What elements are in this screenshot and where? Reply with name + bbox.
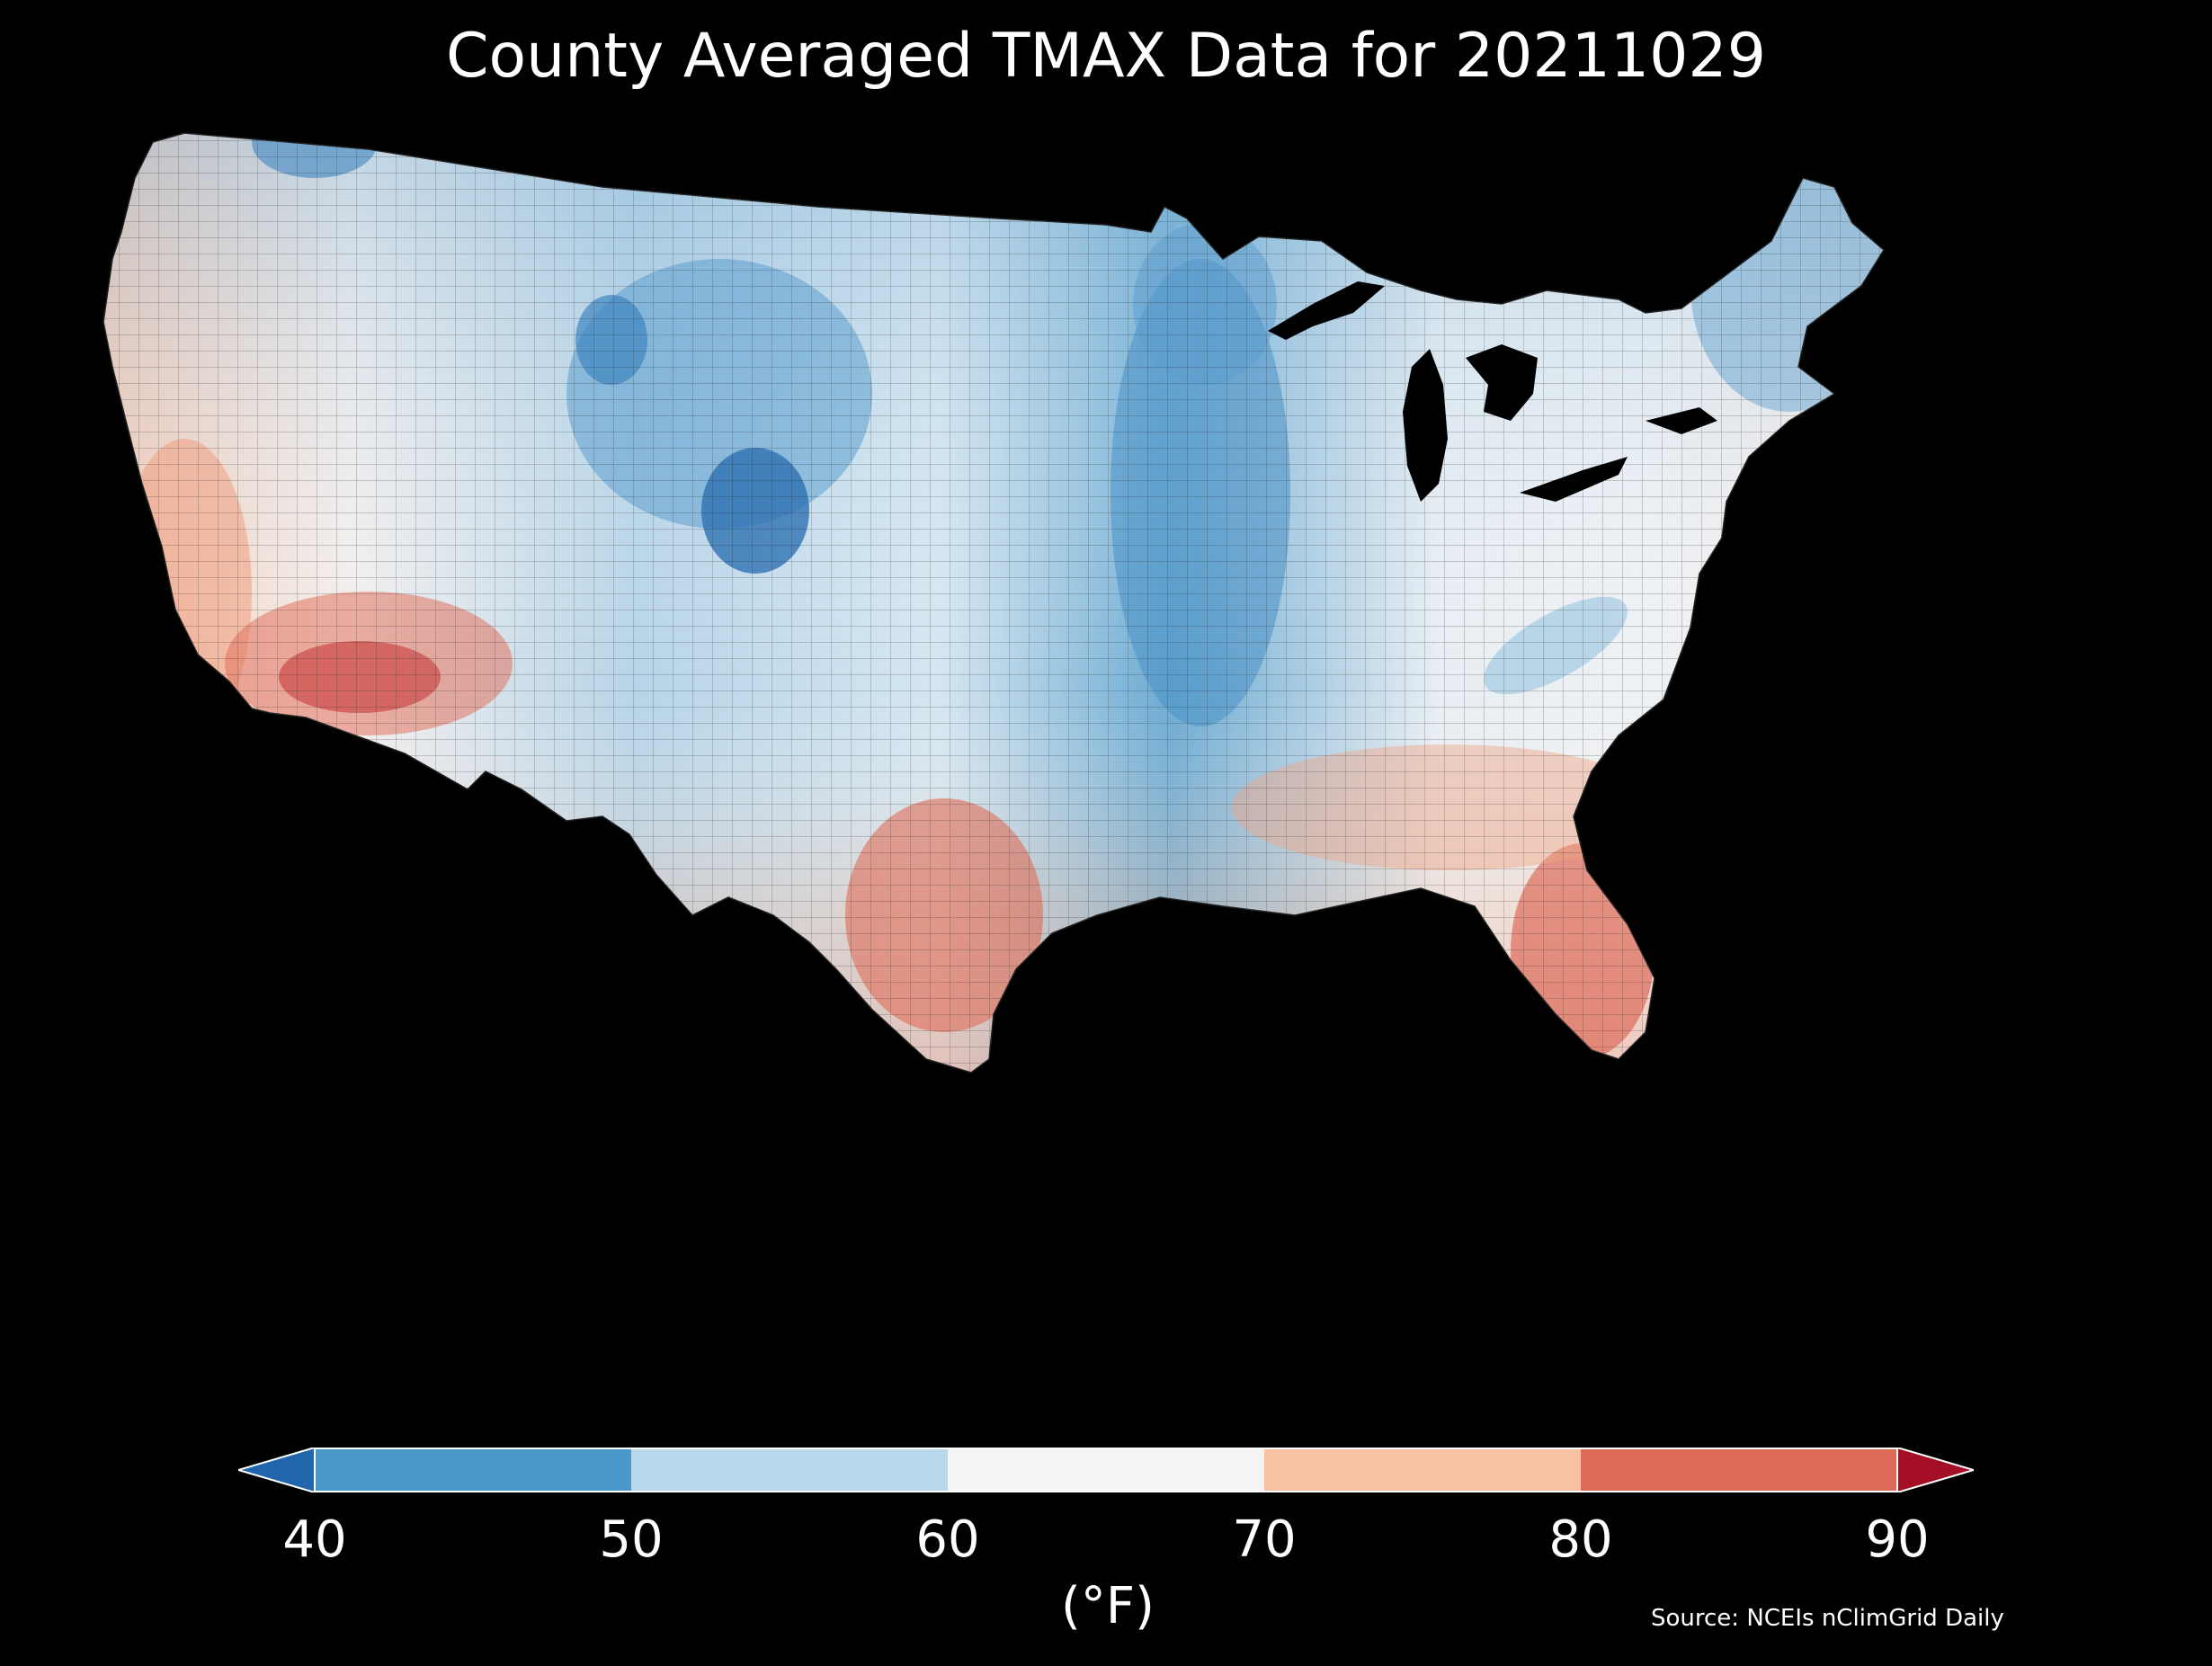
colorbar-unit-label: (°F) bbox=[1061, 1577, 1155, 1635]
colorbar-svg bbox=[238, 1448, 1974, 1492]
colorbar bbox=[238, 1448, 1974, 1492]
us-outline bbox=[103, 132, 1885, 1074]
lake-huron bbox=[1466, 344, 1538, 421]
us-map-svg bbox=[103, 132, 1885, 1074]
colorbar-bin bbox=[1264, 1448, 1581, 1492]
colorbar-tick-label: 90 bbox=[1865, 1510, 1930, 1569]
colorbar-tick-label: 40 bbox=[282, 1510, 347, 1569]
colorbar-bin bbox=[631, 1448, 948, 1492]
lake-ontario bbox=[1646, 407, 1717, 434]
colorbar-bin bbox=[315, 1448, 631, 1492]
great-lakes bbox=[1268, 281, 1717, 502]
lake-erie bbox=[1520, 457, 1628, 502]
colorbar-bin bbox=[1581, 1448, 1897, 1492]
map-title: County Averaged TMAX Data for 20211029 bbox=[446, 21, 1766, 92]
colorbar-tick-label: 50 bbox=[599, 1510, 664, 1569]
colorbar-tick-label: 80 bbox=[1548, 1510, 1613, 1569]
lake-michigan bbox=[1403, 349, 1448, 502]
colorbar-under-arrow bbox=[238, 1448, 316, 1492]
temperature-regions bbox=[103, 133, 1884, 1073]
colorbar-tick-label: 60 bbox=[915, 1510, 980, 1569]
colorbar-frame bbox=[314, 1448, 1898, 1492]
source-credit: Source: NCEIs nClimGrid Daily bbox=[1651, 1605, 2004, 1632]
colorbar-over-arrow bbox=[1896, 1448, 1974, 1492]
colorbar-tick-label: 70 bbox=[1232, 1510, 1297, 1569]
colorbar-bin bbox=[948, 1448, 1264, 1492]
lake-superior bbox=[1268, 281, 1385, 340]
us-county-map bbox=[99, 124, 2113, 1383]
